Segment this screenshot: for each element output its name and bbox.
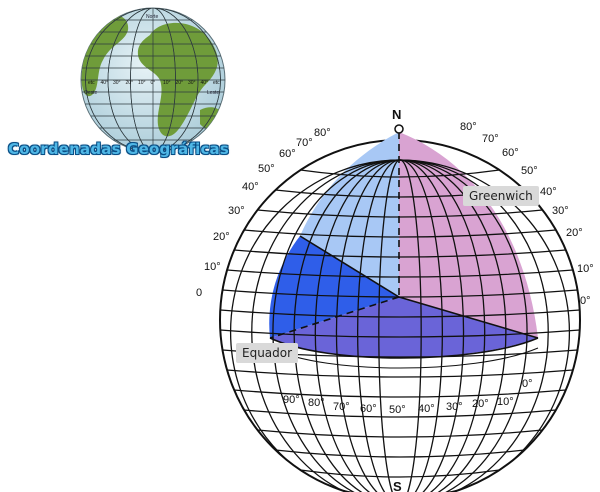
left-latitude-label: 0 <box>196 287 202 299</box>
light-blue-sector <box>300 132 399 297</box>
left-latitude-label: 60° <box>279 148 296 160</box>
bottom-longitude-label: 30° <box>446 401 463 413</box>
left-latitude-label: 10° <box>204 261 221 273</box>
small-globe-tick-label: 20° <box>176 80 184 86</box>
small-globe-north-label: Norte <box>146 14 158 20</box>
right-latitude-label: 50° <box>521 165 538 177</box>
page-title: Coordenadas Geográficas <box>8 140 229 158</box>
small-globe-tick-label: etc <box>88 80 95 86</box>
left-latitude-label: 70° <box>296 137 313 149</box>
small-globe-west-label: Oeste <box>84 90 98 96</box>
left-latitude-label: 50° <box>258 163 275 175</box>
right-latitude-label: 20° <box>566 227 583 239</box>
large-globe: N S 80°70°60°50°40°30°20°10°0 80°70°60°5… <box>196 107 594 492</box>
small-globe-east-label: Leste <box>207 90 219 96</box>
south-label: S <box>393 479 402 492</box>
bottom-longitude-label: 80° <box>308 397 325 409</box>
right-latitude-label: 10° <box>577 263 594 275</box>
small-globe-tick-label: 0° <box>151 80 156 86</box>
left-latitude-label: 30° <box>228 205 245 217</box>
greenwich-label: Greenwich <box>463 186 539 206</box>
bottom-longitude-label: 40° <box>418 403 435 415</box>
left-latitude-label: 20° <box>213 231 230 243</box>
right-latitude-label: 0° <box>580 295 591 307</box>
left-latitude-label: 80° <box>314 127 331 139</box>
bottom-longitude-label: 50° <box>389 404 406 416</box>
left-latitude-label: 40° <box>242 181 259 193</box>
bottom-longitude-label: 60° <box>360 403 377 415</box>
bottom-longitude-label: 0° <box>522 378 533 390</box>
small-globe-tick-label: 40° <box>101 80 109 86</box>
section-edges <box>269 132 539 369</box>
north-label: N <box>392 107 401 122</box>
equator-label: Equador <box>236 343 299 363</box>
north-pole-marker <box>394 124 404 134</box>
bottom-longitude-labels: 90° 80° 70° 60° 50° 40° 30° 20° 10° 0° <box>283 378 533 416</box>
small-globe-tick-label: 10° <box>163 80 171 86</box>
small-globe-tick-label: 30° <box>113 80 121 86</box>
right-latitude-label: 30° <box>552 205 569 217</box>
small-globe-tick-label: 20° <box>126 80 134 86</box>
left-latitude-labels: 80°70°60° 50° 40° 30° 20° 10° 0 <box>196 127 331 299</box>
right-latitude-labels: 80° 70°60°50°40° 30° 20° 10° 0° <box>460 121 594 307</box>
small-globe: Norte Oeste Leste etc 40° 30° 20° 10° 0° 10° 20… <box>80 7 226 153</box>
right-latitude-label: 70° <box>482 133 499 145</box>
africa-europe-landmass <box>137 22 218 137</box>
right-latitude-label: 80° <box>460 121 477 133</box>
bottom-longitude-label: 90° <box>283 394 300 406</box>
bottom-longitude-label: 20° <box>472 398 489 410</box>
right-latitude-label: 40° <box>540 186 557 198</box>
madagascar-landmass <box>200 107 223 129</box>
small-globe-tick-label: 40° <box>201 80 209 86</box>
blue-sector <box>269 236 399 338</box>
large-globe-grid <box>220 159 580 492</box>
small-globe-equator-ticks: etc 40° 30° 20° 10° 0° 10° 20° 30° 40° etc <box>88 80 220 86</box>
right-latitude-label: 60° <box>502 147 519 159</box>
bottom-longitude-label: 70° <box>333 401 350 413</box>
bottom-longitude-label: 10° <box>497 396 514 408</box>
small-globe-tick-label: 10° <box>138 80 146 86</box>
small-globe-tick-label: etc <box>213 80 220 86</box>
small-globe-tick-label: 30° <box>188 80 196 86</box>
